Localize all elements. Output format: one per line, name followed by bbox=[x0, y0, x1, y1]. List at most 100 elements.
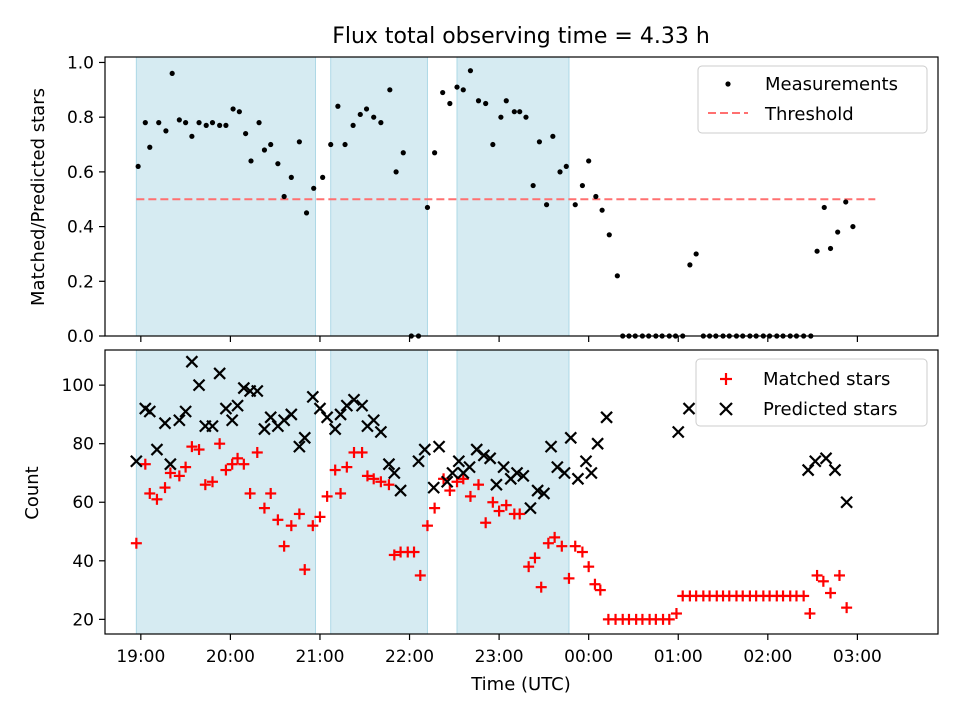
matched-star-point bbox=[542, 537, 554, 549]
matched-star-point bbox=[321, 490, 333, 502]
matched-star-point bbox=[199, 479, 211, 491]
top-x-axis-ticks bbox=[140, 336, 858, 342]
matched-star-point bbox=[421, 520, 433, 532]
measurement-point bbox=[135, 163, 141, 170]
predicted-star-point bbox=[250, 384, 264, 398]
measurement-point bbox=[147, 144, 153, 150]
matched-star-point bbox=[663, 613, 675, 625]
matched-star-point bbox=[514, 508, 526, 520]
measurement-point bbox=[835, 229, 841, 235]
measurement-point bbox=[209, 120, 216, 126]
x-tick-label: 00:00 bbox=[564, 647, 613, 667]
measurement-point bbox=[687, 262, 693, 268]
measurement-point bbox=[460, 87, 466, 93]
matched-star-point bbox=[299, 564, 311, 576]
matched-star-point bbox=[535, 581, 547, 593]
bottom-y-tick-label: 20 bbox=[72, 610, 94, 630]
measurement-point bbox=[189, 133, 195, 139]
matched-star-point bbox=[206, 476, 218, 488]
matched-star-point bbox=[408, 546, 420, 558]
legend-predicted-label: Predicted stars bbox=[763, 399, 897, 420]
matched-star-point bbox=[265, 487, 277, 499]
x-tick-label: 23:00 bbox=[475, 647, 524, 667]
measurement-point bbox=[550, 133, 556, 139]
predicted-star-point bbox=[537, 487, 551, 500]
measurement-point bbox=[328, 141, 334, 148]
measurement-point bbox=[275, 161, 281, 167]
top-observing-window-1 bbox=[135, 56, 316, 337]
matched-star-point bbox=[180, 461, 192, 473]
predicted-star-point bbox=[164, 457, 177, 471]
top-y-tick-label: 1.0 bbox=[67, 53, 94, 73]
top-plot-frame bbox=[104, 56, 939, 337]
matched-star-point bbox=[314, 511, 326, 523]
matched-star-point bbox=[576, 546, 588, 558]
measurement-point bbox=[169, 70, 175, 77]
measurement-point bbox=[530, 182, 536, 189]
bottom-legend-frame bbox=[695, 358, 928, 427]
predicted-star-point bbox=[418, 443, 432, 456]
predicted-star-point bbox=[219, 402, 233, 415]
x-tick-label: 20:00 bbox=[206, 647, 255, 667]
matched-star-point bbox=[173, 470, 185, 482]
bottom-x-axis: 19:00 20:00 21:00 22:00 23:00 00:00 01:00 02:00… bbox=[116, 634, 882, 667]
measurement-point bbox=[447, 100, 453, 107]
matched-star-point bbox=[589, 578, 601, 590]
bottom-y-tick-label: 100 bbox=[62, 376, 94, 396]
predicted-star-point bbox=[809, 454, 822, 468]
measurement-point bbox=[196, 120, 202, 126]
legend-matched-marker bbox=[720, 373, 732, 385]
legend-threshold-label: Threshold bbox=[764, 104, 854, 125]
matched-star-point bbox=[480, 517, 492, 529]
matched-star-point bbox=[825, 587, 837, 599]
predicted-star-point bbox=[497, 460, 510, 474]
measurement-point bbox=[350, 122, 356, 128]
bottom-y-axis-label: Count bbox=[22, 466, 43, 519]
measurement-point bbox=[156, 120, 162, 126]
predicted-star-point bbox=[819, 452, 833, 465]
matched-star-point bbox=[361, 470, 373, 482]
bottom-panel: 20 40 60 80 100 19:00 20:00 21:00 22:00 23:00 00:… bbox=[22, 349, 939, 695]
matched-star-point bbox=[444, 485, 456, 497]
predicted-star-point bbox=[213, 367, 226, 380]
measurement-point bbox=[335, 103, 341, 109]
measurement-point bbox=[693, 251, 699, 257]
measurement-point bbox=[357, 111, 363, 118]
predicted-star-point bbox=[564, 431, 578, 445]
measurement-point bbox=[176, 117, 182, 123]
matched-star-point bbox=[130, 537, 142, 549]
measurement-point bbox=[523, 114, 529, 120]
matched-star-point bbox=[457, 473, 469, 485]
legend-predicted-marker bbox=[719, 402, 733, 416]
top-points-layer bbox=[135, 68, 856, 339]
predicted-star-point bbox=[558, 466, 571, 480]
measurement-point bbox=[814, 248, 820, 254]
bottom-legend: Matched stars Predicted stars bbox=[695, 358, 928, 427]
predicted-star-point bbox=[334, 408, 347, 421]
matched-star-point bbox=[144, 487, 156, 499]
top-y-tick-label: 0.6 bbox=[67, 163, 94, 183]
matched-star-point bbox=[285, 520, 297, 532]
top-y-tick-label: 0.2 bbox=[67, 272, 94, 292]
matched-star-point bbox=[278, 540, 290, 552]
measurement-point bbox=[557, 169, 563, 175]
bottom-plot-frame bbox=[104, 349, 939, 635]
predicted-star-point bbox=[258, 422, 271, 436]
x-tick-label: 19:00 bbox=[116, 647, 165, 667]
matched-star-point bbox=[220, 464, 232, 476]
matched-star-point bbox=[493, 505, 505, 517]
predicted-star-point bbox=[206, 419, 219, 433]
x-tick-label: 02:00 bbox=[743, 647, 792, 667]
predicted-star-point bbox=[452, 454, 466, 468]
predicted-star-point bbox=[388, 466, 401, 480]
measurement-point bbox=[393, 169, 399, 175]
x-tick-label: 01:00 bbox=[654, 647, 703, 667]
measurement-point bbox=[296, 139, 302, 145]
measurement-point bbox=[243, 130, 249, 137]
measurement-point bbox=[843, 199, 849, 205]
matched-star-point bbox=[238, 458, 250, 470]
matched-star-point bbox=[214, 438, 226, 450]
matched-star-point bbox=[804, 608, 816, 620]
matched-star-point bbox=[529, 552, 541, 564]
